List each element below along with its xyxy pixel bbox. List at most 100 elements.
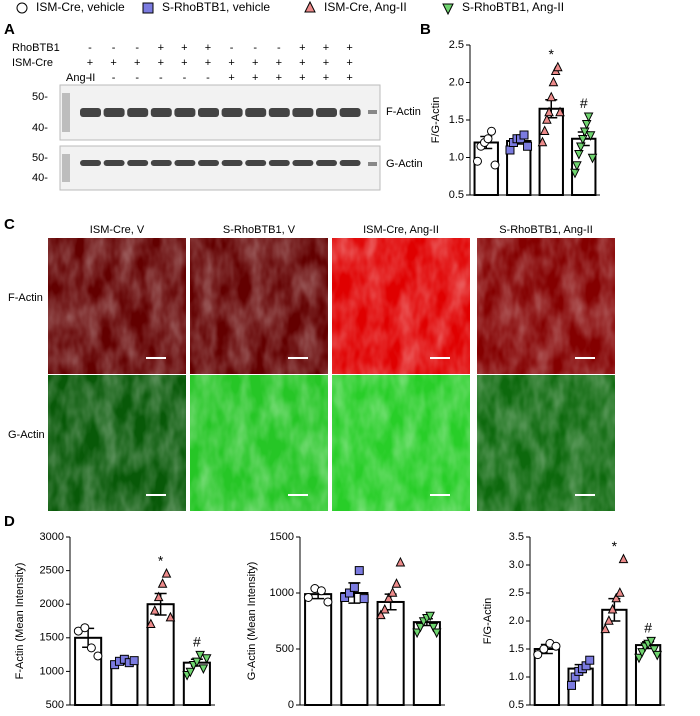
marker xyxy=(572,161,582,171)
marker xyxy=(198,664,209,674)
blot-band xyxy=(339,160,361,166)
marker xyxy=(376,609,386,620)
marker xyxy=(583,112,594,123)
panel-label: C xyxy=(4,216,15,233)
marker xyxy=(379,603,390,614)
marker xyxy=(303,592,313,602)
marker xyxy=(505,145,515,155)
blot-band xyxy=(150,160,172,166)
marker xyxy=(548,76,559,87)
marker xyxy=(542,114,552,124)
band-label: G-Actin xyxy=(386,158,423,170)
legend-label: ISM-Cre, Ang-II xyxy=(324,0,407,14)
marker xyxy=(185,667,196,678)
marker xyxy=(585,655,595,665)
blot-marker: 50- xyxy=(32,91,48,103)
blot-row-label: ISM-Cre xyxy=(12,57,53,69)
marker xyxy=(387,587,398,597)
blot-sign: + xyxy=(299,57,305,69)
marker xyxy=(551,641,561,651)
marker xyxy=(391,578,402,588)
image-row-label: F-Actin xyxy=(8,292,43,304)
blot-sign: + xyxy=(181,57,187,69)
blot-band xyxy=(127,108,149,117)
marker xyxy=(149,605,160,615)
marker xyxy=(523,141,533,151)
y-tick-label: 2000 xyxy=(40,598,64,610)
y-tick-label: 500 xyxy=(46,699,64,711)
blot-sign: - xyxy=(277,42,281,54)
marker xyxy=(539,644,549,654)
marker xyxy=(533,650,543,660)
image-col-label: ISM-Cre, V xyxy=(90,224,145,236)
legend-label: S-RhoBTB1, Ang-II xyxy=(462,0,564,14)
blot-marker: 40- xyxy=(32,122,48,134)
marker xyxy=(567,680,577,690)
marker xyxy=(146,618,156,629)
blot-sign: + xyxy=(346,42,352,54)
blot-band xyxy=(221,108,243,117)
panel-label: D xyxy=(4,513,15,530)
y-axis-label: F/G-Actin xyxy=(482,598,494,644)
legend-label: S-RhoBTB1, vehicle xyxy=(162,0,270,14)
blot-band xyxy=(268,160,290,166)
blot-sign: + xyxy=(346,57,352,69)
marker xyxy=(412,628,422,639)
blot-sign: + xyxy=(87,57,93,69)
marker xyxy=(600,623,611,634)
significance: # xyxy=(193,633,201,649)
blot-sign: - xyxy=(135,42,139,54)
blot-band xyxy=(316,160,337,166)
bar xyxy=(376,600,405,707)
marker xyxy=(618,553,629,564)
blot-marker: 40- xyxy=(32,172,48,184)
blot-band xyxy=(268,108,290,117)
significance: # xyxy=(644,619,652,635)
marker xyxy=(546,91,557,102)
marker xyxy=(487,126,497,136)
blot-band xyxy=(103,108,125,117)
marker xyxy=(142,2,154,14)
micrograph-texture xyxy=(48,238,186,374)
marker xyxy=(553,61,563,72)
marker xyxy=(576,142,586,153)
marker xyxy=(483,134,493,144)
marker xyxy=(490,160,500,170)
marker xyxy=(129,656,139,666)
blot-sign: + xyxy=(323,72,329,84)
blot-sign: + xyxy=(134,57,140,69)
marker xyxy=(615,587,625,597)
blot-sign: - xyxy=(159,72,163,84)
y-tick-label: 1500 xyxy=(40,632,64,644)
y-tick-label: 1.0 xyxy=(509,671,524,683)
blot-sign: + xyxy=(110,57,116,69)
y-tick-label: 0 xyxy=(288,699,294,711)
marker xyxy=(304,0,316,13)
marker xyxy=(611,592,622,603)
marker xyxy=(195,650,205,661)
micrograph-texture xyxy=(477,375,615,511)
significance: # xyxy=(580,95,588,111)
y-tick-label: 2.0 xyxy=(509,615,524,627)
bar xyxy=(533,648,561,706)
marker xyxy=(192,657,202,668)
blot-sign: + xyxy=(299,72,305,84)
blot-band xyxy=(174,160,196,166)
y-axis-label: G-Actin (Mean Intensity) xyxy=(246,562,258,681)
blot-sign: - xyxy=(112,72,116,84)
marker xyxy=(316,586,326,596)
marker xyxy=(344,588,354,598)
micrograph-texture xyxy=(477,238,615,374)
blot-membrane xyxy=(59,145,381,191)
blot-sign: + xyxy=(228,72,234,84)
blot-sign: + xyxy=(228,57,234,69)
panel-label: B xyxy=(420,21,431,38)
blot-band xyxy=(198,160,219,166)
bar xyxy=(340,592,369,706)
panel-label: A xyxy=(4,21,15,38)
marker xyxy=(415,622,426,633)
marker xyxy=(93,651,103,661)
micrograph-texture xyxy=(190,375,328,511)
marker xyxy=(359,594,369,604)
blot-band xyxy=(80,160,101,166)
